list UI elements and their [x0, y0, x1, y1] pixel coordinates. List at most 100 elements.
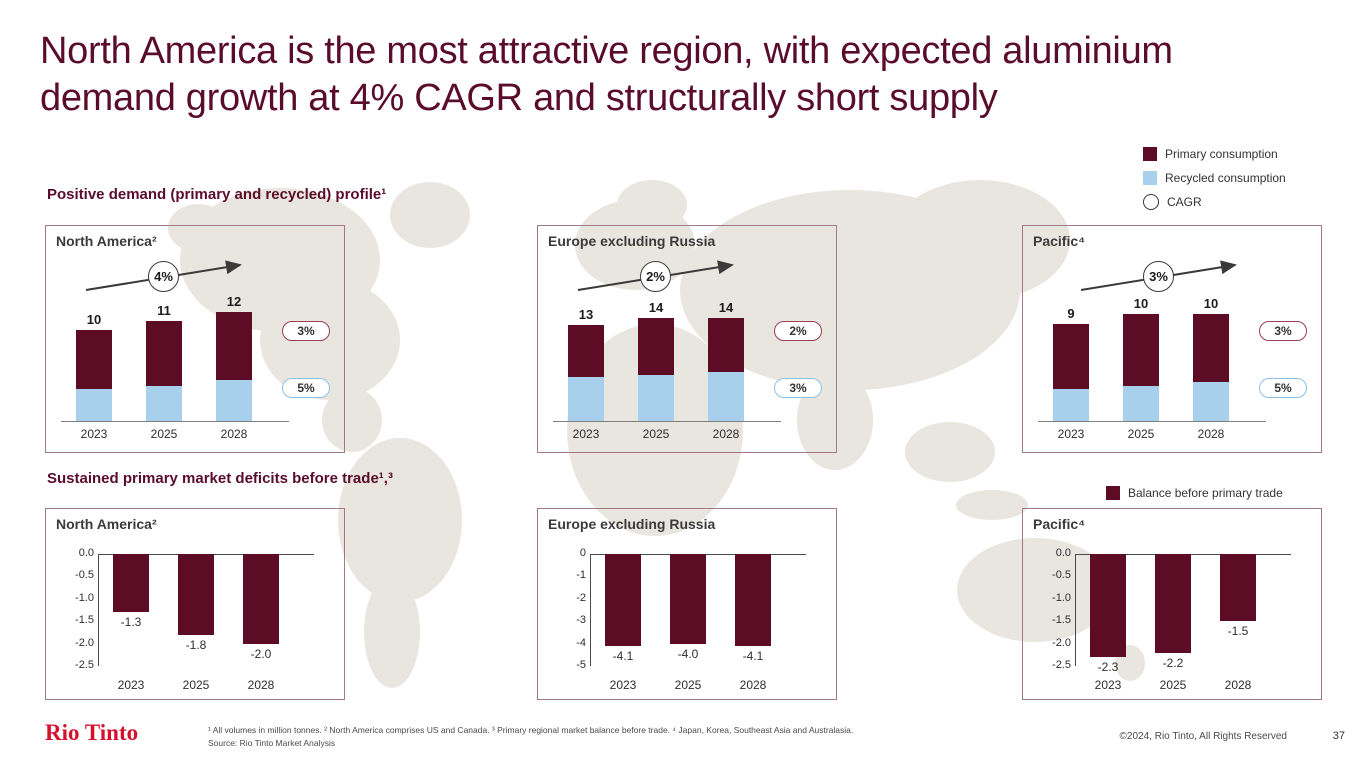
y-axis-tick-label: 0	[579, 547, 586, 559]
y-axis-line	[98, 554, 99, 666]
deficit-bar	[113, 554, 149, 613]
recycled-consumption-swatch	[1143, 171, 1157, 185]
x-axis-year-label: 2025	[150, 427, 178, 441]
bar-value-label: -2.2	[1162, 655, 1184, 670]
x-axis-year-label: 2028	[220, 427, 248, 441]
y-axis-tick-label: -2.5	[75, 659, 94, 671]
demand-chart-pacific: Pacific⁴ 3% 3% 5% 9 2023 10 2025 10 2028	[1022, 225, 1322, 453]
legend-label: CAGR	[1167, 195, 1202, 209]
demand-legend: Primary consumption Recycled consumption…	[1143, 146, 1286, 218]
x-axis-line	[1038, 421, 1266, 422]
chart-plot-area: 10 2023 11 2025 12 2028	[46, 226, 344, 452]
recycled-consumption-segment	[146, 385, 182, 421]
chart-title: Europe excluding Russia	[548, 516, 716, 532]
primary-growth-pill: 2%	[774, 321, 822, 341]
x-axis-year-label: 2023	[1094, 678, 1122, 692]
x-axis-year-label: 2023	[1057, 427, 1085, 441]
y-axis-tick-label: 0.0	[78, 547, 94, 559]
bar-value-label: -1.8	[185, 637, 207, 652]
slide-title-line2: demand growth at 4% CAGR and structurall…	[40, 76, 998, 119]
bar-total-label: 10	[1203, 295, 1219, 311]
deficit-legend: Balance before primary trade	[1106, 486, 1283, 500]
footnote-source: Source: Rio Tinto Market Analysis	[208, 738, 336, 749]
y-axis-tick-label: 0.0	[1055, 547, 1071, 559]
x-axis-year-label: 2023	[117, 678, 145, 692]
y-axis-tick-label: -2.5	[1052, 659, 1071, 671]
x-axis-year-label: 2028	[247, 678, 275, 692]
deficit-bar	[1090, 554, 1126, 658]
demand-chart-north-america: North America² 4% 3% 5% 10 2023 11 2025 12 20…	[45, 225, 345, 453]
y-axis-tick-label: -1.0	[75, 591, 94, 604]
y-axis-tick-label: -1.5	[1052, 614, 1071, 627]
deficit-bar	[1155, 554, 1191, 653]
y-axis-tick-label: -2.0	[1052, 636, 1071, 649]
stacked-bar	[1193, 313, 1229, 421]
recycled-consumption-segment	[1053, 388, 1089, 421]
recycled-growth-pill: 5%	[282, 378, 330, 398]
deficit-bar	[178, 554, 214, 635]
x-axis-year-label: 2025	[1127, 427, 1155, 441]
chart-plot-area: 0 -1 -2 -3 -4 -5 -4.1 2023 -4.0 2025 -4.1 2028	[538, 509, 836, 699]
slide-title: North America is the most attractive reg…	[40, 28, 1350, 121]
chart-plot-area: 13 2023 14 2025 14 2028	[538, 226, 836, 452]
stacked-bar	[1053, 324, 1089, 421]
primary-consumption-segment	[638, 317, 674, 376]
y-axis-tick-label: -0.5	[75, 569, 94, 582]
primary-growth-pill: 3%	[282, 321, 330, 341]
primary-consumption-segment	[568, 325, 604, 377]
bar-total-label: 14	[648, 299, 664, 315]
primary-consumption-segment	[146, 321, 182, 386]
recycled-consumption-segment	[708, 372, 744, 421]
chart-title: Pacific⁴	[1033, 233, 1086, 249]
bar-value-label: -1.3	[120, 615, 142, 630]
bar-value-label: -1.5	[1227, 624, 1249, 639]
deficit-chart-pacific: Pacific⁴ 0.0 -0.5 -1.0 -1.5 -2.0 -2.5 -2.3 2023…	[1022, 508, 1322, 700]
x-axis-year-label: 2025	[674, 678, 702, 692]
x-axis-year-label: 2028	[1197, 427, 1225, 441]
recycled-consumption-segment	[638, 375, 674, 421]
stacked-bar	[76, 330, 112, 421]
bar-value-label: -2.3	[1097, 660, 1119, 675]
recycled-consumption-segment	[1193, 382, 1229, 421]
y-axis-tick-label: -1.0	[1052, 591, 1071, 604]
x-axis-year-label: 2023	[572, 427, 600, 441]
cagr-arrow: 4%	[76, 256, 256, 298]
deficit-chart-north-america: North America² 0.0 -0.5 -1.0 -1.5 -2.0 -2.5 -1…	[45, 508, 345, 700]
x-axis-year-label: 2028	[739, 678, 767, 692]
recycled-growth-pill: 3%	[774, 378, 822, 398]
x-axis-year-label: 2023	[80, 427, 108, 441]
deficit-bar	[670, 554, 706, 644]
chart-plot-area: 0.0 -0.5 -1.0 -1.5 -2.0 -2.5 -1.3 2023 -1.8 2025 -…	[46, 509, 344, 699]
deficit-section-heading: Sustained primary market deficits before…	[47, 470, 393, 487]
legend-item-recycled: Recycled consumption	[1143, 170, 1286, 186]
x-axis-year-label: 2023	[609, 678, 637, 692]
page-number: 37	[1332, 730, 1345, 742]
primary-consumption-swatch	[1143, 147, 1157, 161]
footnote-line1: ¹ All volumes in million tonnes. ² North…	[208, 725, 854, 735]
demand-chart-europe: Europe excluding Russia 2% 2% 3% 13 2023 1…	[537, 225, 837, 453]
cagr-circle-swatch	[1143, 194, 1159, 210]
deficit-chart-europe: Europe excluding Russia 0 -1 -2 -3 -4 -5 -4.1 2…	[537, 508, 837, 700]
chart-title: Europe excluding Russia	[548, 233, 716, 249]
deficit-bar	[243, 554, 279, 644]
y-axis-tick-label: -5	[576, 659, 586, 671]
chart-plot-area: 0.0 -0.5 -1.0 -1.5 -2.0 -2.5 -2.3 2023 -2.2 2025 -…	[1023, 509, 1321, 699]
cagr-arrow: 2%	[568, 256, 748, 298]
primary-consumption-segment	[1053, 324, 1089, 389]
x-axis-year-label: 2025	[1159, 678, 1187, 692]
deficit-bar	[605, 554, 641, 646]
primary-consumption-segment	[1123, 313, 1159, 386]
x-axis-year-label: 2025	[642, 427, 670, 441]
stacked-bar	[708, 317, 744, 421]
legend-item-primary: Primary consumption	[1143, 146, 1286, 162]
x-axis-year-label: 2028	[1224, 678, 1252, 692]
bar-value-label: -4.0	[677, 646, 699, 661]
bar-total-label: 9	[1067, 306, 1075, 322]
balance-swatch	[1106, 486, 1120, 500]
slide-title-line1: North America is the most attractive reg…	[40, 30, 1173, 72]
bar-total-label: 14	[718, 299, 734, 315]
cagr-value: 4%	[148, 261, 179, 292]
y-axis-line	[1075, 554, 1076, 666]
